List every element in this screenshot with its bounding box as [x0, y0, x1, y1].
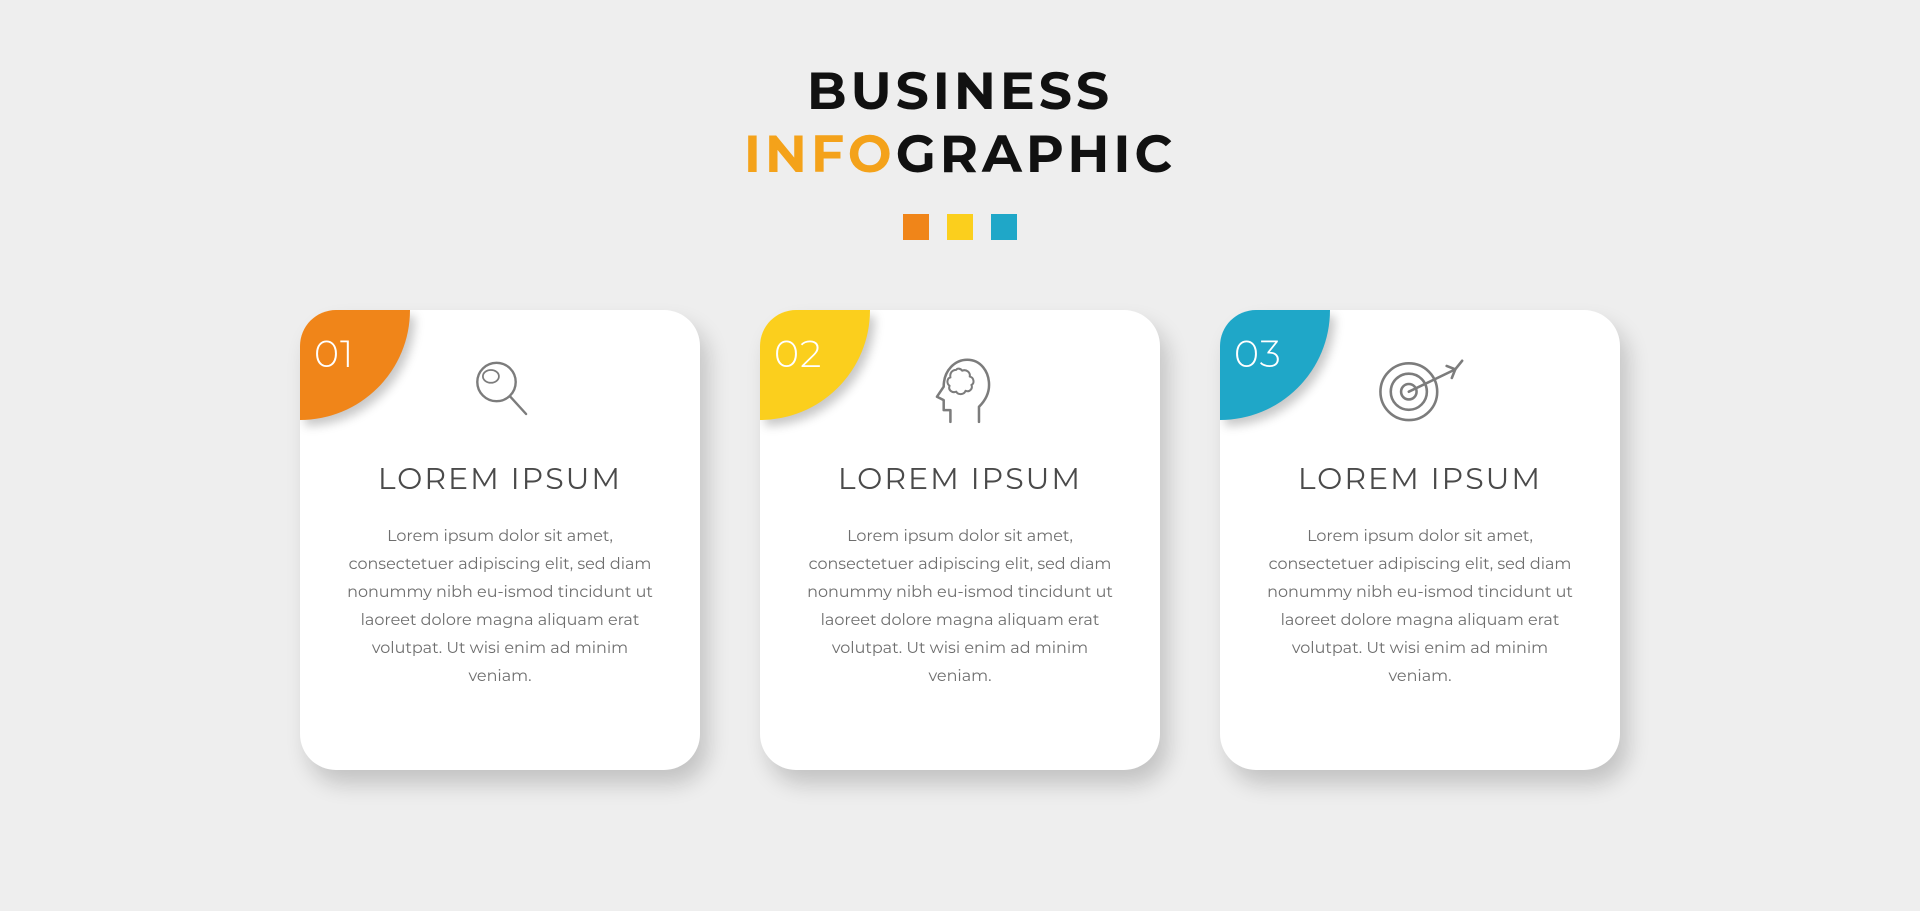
swatch-2 [947, 214, 973, 240]
card-2-number: 02 [774, 330, 822, 377]
card-1-title: LOREM IPSUM [346, 460, 654, 497]
magnifier-icon [453, 342, 548, 437]
card-3-title: LOREM IPSUM [1266, 460, 1574, 497]
color-swatches [903, 214, 1017, 240]
card-3-leaf: 03 [1220, 310, 1330, 420]
card-3-body: Lorem ipsum dolor sit amet, consectetuer… [1266, 523, 1574, 691]
title-line1: BUSINESS [744, 60, 1176, 123]
title-seg-graphic: GRAPHIC [896, 123, 1176, 186]
page-title: BUSINESS INFOGRAPHIC [744, 60, 1176, 186]
card-1: 01 LOREM IPSUM Lorem ipsum dolor sit ame… [300, 310, 700, 770]
title-line2: INFOGRAPHIC [744, 123, 1176, 186]
card-1-leaf: 01 [300, 310, 410, 420]
card-3: 03 LOREM IPSUM Lorem ipsum dolor sit ame… [1220, 310, 1620, 770]
card-2-body: Lorem ipsum dolor sit amet, consectetuer… [806, 523, 1114, 691]
card-2-title: LOREM IPSUM [806, 460, 1114, 497]
card-1-body: Lorem ipsum dolor sit amet, consectetuer… [346, 523, 654, 691]
card-3-number: 03 [1234, 330, 1282, 377]
title-seg-info: INFO [744, 123, 896, 186]
target-arrow-icon [1373, 342, 1468, 437]
swatch-1 [903, 214, 929, 240]
cards-row: 01 LOREM IPSUM Lorem ipsum dolor sit ame… [300, 310, 1620, 770]
card-2: 02 LOREM IPSUM Lorem ipsum dolor sit ame… [760, 310, 1160, 770]
brain-head-icon [913, 342, 1008, 437]
card-2-leaf: 02 [760, 310, 870, 420]
swatch-3 [991, 214, 1017, 240]
infographic-page: BUSINESS INFOGRAPHIC 01 LOREM IPSUM Lore… [0, 0, 1920, 911]
card-1-number: 01 [314, 330, 354, 377]
